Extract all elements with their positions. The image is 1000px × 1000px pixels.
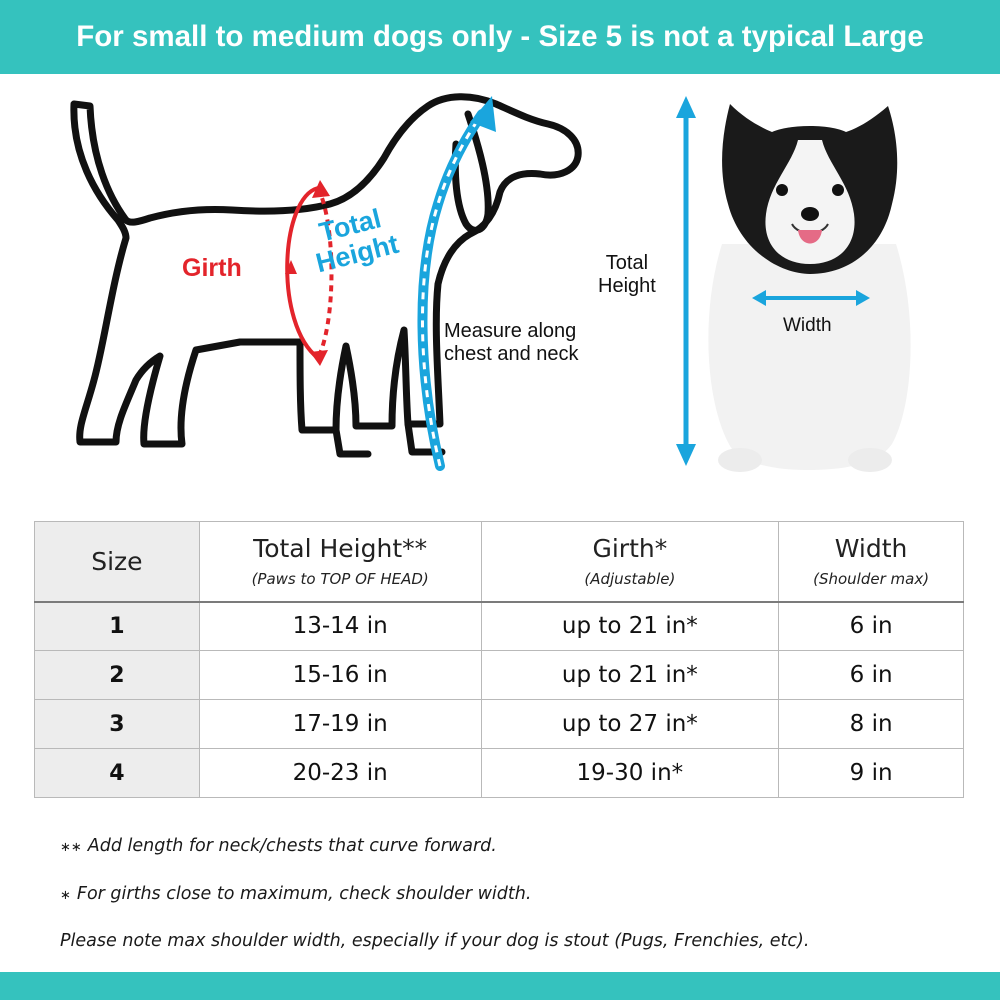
header-title: Total Height** [253,534,428,564]
note-text: Please note max shoulder width, especial… [60,931,810,951]
photo-height-arrow-icon [676,96,696,466]
girth-cell: 19-30 in* [480,748,780,798]
photo-total-height-line2: Height [598,275,656,297]
girth-cell: up to 27 in* [480,699,780,749]
header-title: Girth* [592,534,668,564]
header-subtitle: (Adjustable) [584,570,676,589]
header-size: Size [34,521,200,603]
measure-line-2: chest and neck [444,343,579,365]
measurement-diagram: Girth Total Height Measure along chest a… [0,74,1000,514]
height-cell: 13-14 in [198,601,482,651]
dog-photo-image [708,104,911,472]
measure-line-1: Measure along [444,320,577,342]
header-width: Width (Shoulder max) [778,521,964,603]
table-row: 3 17-19 in up to 27 in* 8 in [34,699,964,749]
size-cell: 1 [34,601,200,651]
girth-arrow-icon [285,180,334,366]
width-cell: 9 in [778,748,964,798]
table-row: 2 15-16 in up to 21 in* 6 in [34,650,964,700]
note-marker: ∗∗ [60,840,82,855]
height-cell: 20-23 in [198,748,482,798]
top-banner: For small to medium dogs only - Size 5 i… [0,0,1000,74]
size-cell: 2 [34,650,200,700]
width-cell: 6 in [778,601,964,651]
banner-text: For small to medium dogs only - Size 5 i… [76,20,924,53]
photo-total-height-label: Total Height [598,252,656,298]
girth-cell: up to 21 in* [480,601,780,651]
note-girth: ∗ For girths close to maximum, check shou… [60,884,531,904]
measure-instruction: Measure along chest and neck [444,320,579,366]
width-cell: 6 in [778,650,964,700]
note-text: Add length for neck/chests that curve fo… [87,836,497,856]
table-header-row: Size Total Height** (Paws to TOP OF HEAD… [34,521,964,603]
girth-label: Girth [182,254,242,282]
header-title: Width [834,534,908,564]
total-height-arrow-icon [417,96,496,471]
height-cell: 15-16 in [198,650,482,700]
photo-total-height-line1: Total [605,252,649,274]
note-shoulder: Please note max shoulder width, especial… [60,931,809,951]
header-girth: Girth* (Adjustable) [480,521,780,603]
note-height: ∗∗ Add length for neck/chests that curve … [60,836,497,856]
footer-bar [0,972,1000,1000]
note-marker: ∗ [60,888,71,903]
header-title: Size [91,546,143,576]
note-text: For girths close to maximum, check shoul… [76,884,532,904]
table-row: 1 13-14 in up to 21 in* 6 in [34,601,964,651]
size-cell: 4 [34,748,200,798]
width-cell: 8 in [778,699,964,749]
height-cell: 17-19 in [198,699,482,749]
size-cell: 3 [34,699,200,749]
size-chart-table: Size Total Height** (Paws to TOP OF HEAD… [34,521,964,798]
photo-width-label: Width [783,315,832,336]
header-total-height: Total Height** (Paws to TOP OF HEAD) [198,521,482,603]
girth-cell: up to 21 in* [480,650,780,700]
table-row: 4 20-23 in 19-30 in* 9 in [34,748,964,798]
header-subtitle: (Paws to TOP OF HEAD) [251,570,429,589]
header-subtitle: (Shoulder max) [813,570,930,589]
